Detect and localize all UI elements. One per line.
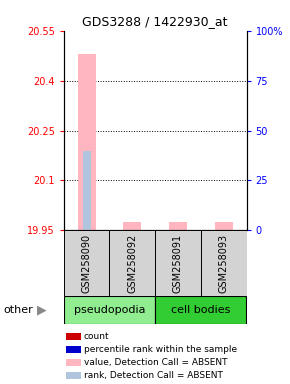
- Text: GSM258090: GSM258090: [82, 233, 92, 293]
- Bar: [201, 230, 246, 296]
- Text: percentile rank within the sample: percentile rank within the sample: [84, 345, 237, 354]
- Bar: [155, 230, 201, 296]
- Bar: [169, 222, 187, 230]
- Bar: [66, 372, 81, 379]
- Bar: [155, 296, 246, 324]
- Text: count: count: [84, 332, 109, 341]
- Bar: [64, 296, 155, 324]
- Bar: [83, 151, 91, 230]
- Text: pseudopodia: pseudopodia: [74, 305, 145, 315]
- Text: ▶: ▶: [37, 304, 47, 317]
- Bar: [66, 359, 81, 366]
- Text: GSM258092: GSM258092: [127, 233, 137, 293]
- Text: value, Detection Call = ABSENT: value, Detection Call = ABSENT: [84, 358, 227, 367]
- Bar: [110, 230, 155, 296]
- Title: GDS3288 / 1422930_at: GDS3288 / 1422930_at: [82, 15, 228, 28]
- Text: GSM258091: GSM258091: [173, 233, 183, 293]
- Text: GSM258093: GSM258093: [219, 233, 229, 293]
- Bar: [215, 222, 233, 230]
- Text: other: other: [3, 305, 33, 315]
- Text: cell bodies: cell bodies: [171, 305, 231, 315]
- Bar: [77, 54, 96, 230]
- Bar: [123, 222, 142, 230]
- Bar: [66, 333, 81, 340]
- Bar: [66, 346, 81, 353]
- Text: rank, Detection Call = ABSENT: rank, Detection Call = ABSENT: [84, 371, 223, 381]
- Bar: [64, 230, 110, 296]
